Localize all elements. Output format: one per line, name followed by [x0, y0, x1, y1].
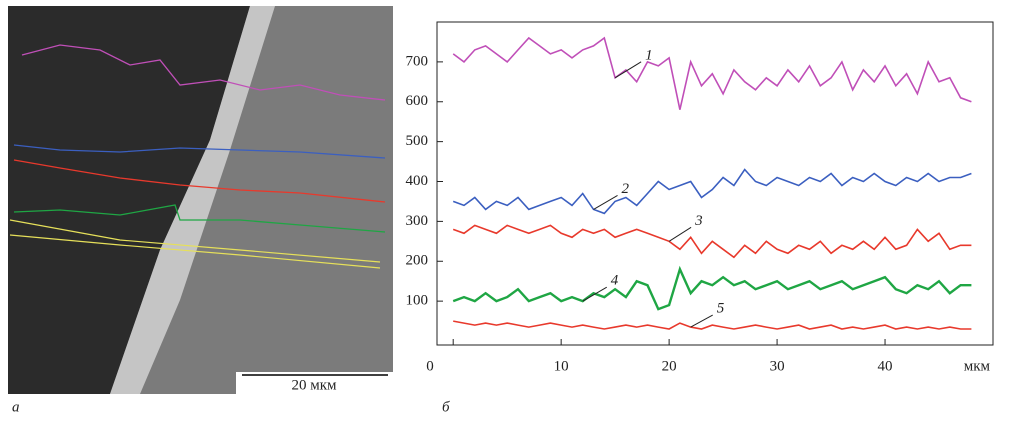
x-tick-label: 0 [426, 358, 434, 374]
sem-image: 20 мкм а [8, 6, 393, 415]
scale-bar-label: 20 мкм [291, 377, 337, 393]
figure: 20 мкм а б мкм 100 200 300 400 500 600 700 0 10 2… [0, 0, 1010, 422]
series-line [453, 321, 971, 329]
label-leader [583, 287, 607, 301]
page: {"image": {"scale_bar": "20 мкм", "panel… [0, 0, 1010, 422]
series-label: 1 [645, 47, 653, 63]
series-label: 5 [717, 300, 725, 316]
series-line [453, 170, 971, 214]
y-tick-label: 100 [406, 293, 429, 309]
label-leader [691, 315, 713, 327]
y-tick-label: 200 [406, 253, 429, 269]
series-line [453, 225, 971, 257]
x-tick-label: 40 [878, 358, 893, 374]
x-tick-label: 10 [554, 358, 569, 374]
series-line [453, 269, 971, 309]
label-leader [669, 227, 691, 241]
y-tick-label: 600 [406, 93, 429, 109]
y-tick-label: 300 [406, 213, 429, 229]
x-tick-label: 20 [662, 358, 677, 374]
label-leader [615, 62, 641, 78]
y-tick-label: 500 [406, 133, 429, 149]
series-label: 3 [694, 213, 703, 229]
series-line [453, 38, 971, 110]
series-label: 2 [622, 181, 630, 197]
x-axis-label: мкм [964, 358, 991, 374]
plot-frame [437, 22, 993, 345]
panel-label: а [12, 399, 20, 415]
y-tick-label: 700 [406, 53, 429, 69]
x-tick-label: 30 [770, 358, 785, 374]
y-tick-label: 400 [406, 173, 429, 189]
series-label: 4 [611, 273, 619, 289]
panel-label: б [442, 399, 450, 415]
